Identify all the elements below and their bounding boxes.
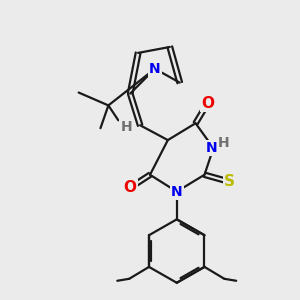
Text: N: N <box>171 184 183 199</box>
Text: O: O <box>201 96 214 111</box>
Text: H: H <box>120 120 132 134</box>
Text: H: H <box>218 136 229 150</box>
Text: S: S <box>224 174 235 189</box>
Text: N: N <box>206 141 217 155</box>
Text: O: O <box>124 180 137 195</box>
Text: N: N <box>149 62 161 76</box>
